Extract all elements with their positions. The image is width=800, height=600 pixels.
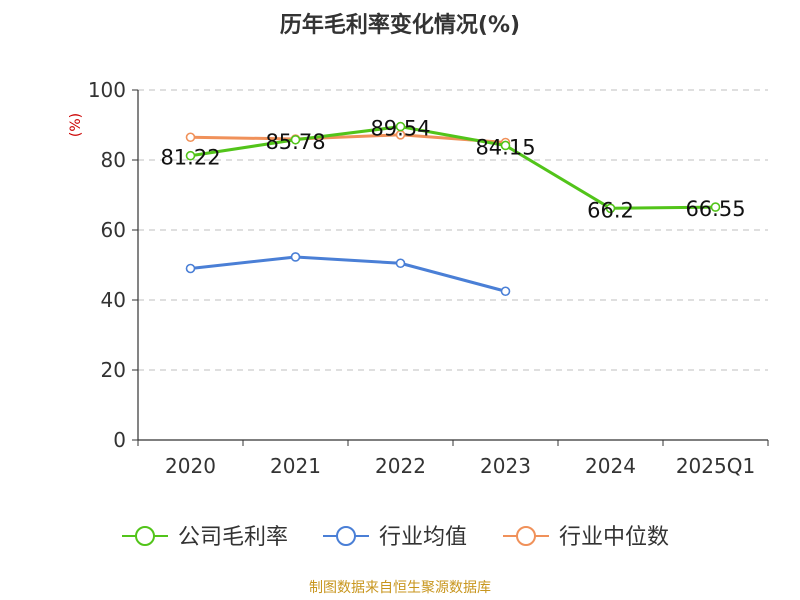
legend-marker-0 <box>135 526 155 546</box>
x-tick-label: 2023 <box>480 454 531 478</box>
legend: 公司毛利率 行业均值 行业中位数 <box>122 525 669 550</box>
x-tick-label: 2021 <box>270 454 321 478</box>
data-label: 89.54 <box>370 117 430 141</box>
axes: 0 20 40 60 80 100 2020 2021 2022 2023 2024 2025Q1 <box>88 78 769 478</box>
data-label: 66.2 <box>587 198 634 222</box>
data-label: 66.55 <box>685 197 745 221</box>
y-tick-label: 0 <box>113 428 126 452</box>
data-label: 84.15 <box>475 135 535 159</box>
y-axis-unit-label: (%) <box>68 113 84 137</box>
data-point-1 <box>185 263 196 274</box>
data-point-1 <box>290 252 301 262</box>
legend-label-0: 公司毛利率 <box>178 525 288 550</box>
data-point-0 <box>710 202 721 212</box>
series-line-0 <box>190 125 716 210</box>
y-tick-label: 20 <box>101 358 126 382</box>
data-point-0 <box>185 150 196 161</box>
source-footnote: 制图数据来自恒生聚源数据库 <box>309 580 491 596</box>
y-tick-label: 60 <box>101 218 126 242</box>
legend-marker-2 <box>516 526 536 546</box>
x-tick-label: 2024 <box>585 454 636 478</box>
data-point-2 <box>185 132 196 143</box>
data-point-0 <box>395 121 406 132</box>
y-tick-label: 100 <box>88 78 126 102</box>
data-point-0 <box>500 140 511 151</box>
data-point-1 <box>500 286 511 297</box>
legend-marker-1 <box>336 526 356 546</box>
data-point-1 <box>395 258 406 269</box>
chart-title: 历年毛利率变化情况(%) <box>280 12 520 38</box>
legend-label-2: 行业中位数 <box>559 525 669 550</box>
data-point-0 <box>605 203 616 214</box>
x-tick-label: 2020 <box>165 454 216 478</box>
data-point-0 <box>290 134 301 145</box>
y-tick-label: 40 <box>101 288 126 312</box>
data-labels: 81.22 85.78 89.54 84.15 66.2 66.55 <box>160 117 745 223</box>
grid-lines <box>138 89 768 371</box>
data-label: 85.78 <box>265 130 325 154</box>
series-line-1 <box>190 255 506 293</box>
legend-label-1: 行业均值 <box>379 525 467 550</box>
x-tick-label: 2025Q1 <box>676 454 755 478</box>
data-label: 81.22 <box>160 146 220 170</box>
x-tick-label: 2022 <box>375 454 426 478</box>
y-tick-label: 80 <box>101 148 126 172</box>
series-layer <box>185 121 721 297</box>
series-line-2 <box>190 133 506 144</box>
